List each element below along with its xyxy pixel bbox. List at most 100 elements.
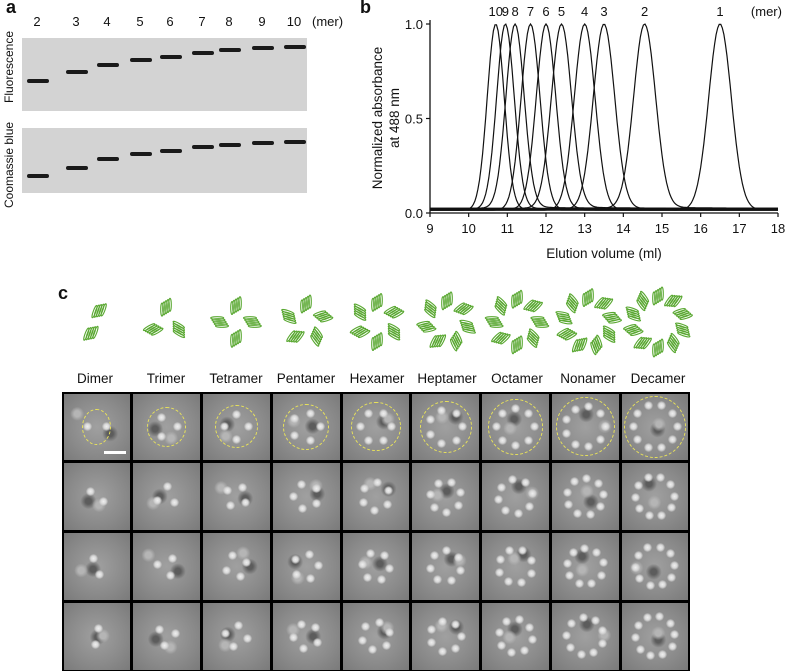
em-particle-subunit xyxy=(645,511,655,521)
em-particle-subunit xyxy=(580,543,590,553)
fluor-band-3 xyxy=(66,70,88,74)
em-particle-subunit xyxy=(507,648,517,658)
particle-outline-octamer xyxy=(487,399,544,455)
em-particle-subunit xyxy=(306,573,316,583)
em-image-grid xyxy=(62,392,690,671)
em-particle-subunit xyxy=(384,627,394,637)
particle-outline-nonamer xyxy=(555,397,615,457)
em-particle-subunit xyxy=(567,619,577,629)
em-particle-subunit xyxy=(370,506,380,516)
em-particle-subunit xyxy=(304,549,314,559)
em-particle-subunit xyxy=(517,577,527,587)
em-particle-subunit xyxy=(221,629,231,639)
oligomer-model-trimer xyxy=(142,297,186,339)
oligomer-model-tetramer xyxy=(210,296,262,348)
em-particle-subunit xyxy=(376,574,386,584)
y-tick-label-0.5: 0.5 xyxy=(405,112,423,127)
em-particle-subunit xyxy=(525,501,534,511)
em-particle-subunit xyxy=(657,580,667,590)
em-particle-subunit xyxy=(598,626,608,636)
em-particle-subunit xyxy=(566,642,576,652)
panel-b-letter: b xyxy=(360,0,371,17)
em-particle-subunit xyxy=(670,560,680,570)
em-image-octamer-row-3 xyxy=(482,533,549,600)
em-image-hexamer-row-2 xyxy=(342,463,410,530)
em-particle-subunit xyxy=(643,543,653,553)
lane-label-8: 8 xyxy=(225,14,233,29)
em-particle-subunit xyxy=(655,612,665,622)
fluor-band-6 xyxy=(160,55,182,59)
fluorescence-label: Fluorescence xyxy=(2,30,16,103)
peak-unit-label: (mer) xyxy=(751,4,782,19)
column-label-hexamer: Hexamer xyxy=(349,371,405,386)
coom-band-7 xyxy=(192,145,214,149)
em-particle-subunit xyxy=(514,615,524,625)
em-image-nonamer-row-2 xyxy=(551,463,619,530)
em-particle-subunit xyxy=(241,498,251,508)
em-particle-subunit xyxy=(667,641,677,651)
em-particle-subunit xyxy=(642,613,652,623)
em-particle-subunit xyxy=(427,624,437,634)
em-particle-subunit xyxy=(633,551,643,561)
em-particle-subunit xyxy=(496,640,506,650)
em-particle-subunit xyxy=(433,478,443,488)
em-particle-subunit xyxy=(297,480,307,490)
em-particle-subunit xyxy=(520,478,530,488)
curve-4-mer xyxy=(430,23,778,211)
em-image-nonamer-row-4 xyxy=(551,602,619,670)
particle-outline-tetramer xyxy=(215,405,258,449)
fluor-band-8 xyxy=(219,48,241,52)
em-particle-subunit xyxy=(222,485,232,495)
em-particle-subunit xyxy=(504,577,514,587)
em-particle-subunit xyxy=(456,631,466,641)
em-particle-subunit xyxy=(565,571,575,581)
curve-2-mer xyxy=(430,23,778,209)
em-particle-subunit xyxy=(234,620,244,630)
em-particle-subunit xyxy=(655,542,665,552)
em-particle-subunit xyxy=(229,642,239,652)
peak-label-4: 4 xyxy=(581,4,588,19)
em-particle-subunit xyxy=(504,546,514,556)
em-particle-subunit xyxy=(656,473,666,483)
peak-label-7: 7 xyxy=(527,4,534,19)
em-particle-subunit xyxy=(425,489,435,499)
x-tick-label-15: 15 xyxy=(655,221,669,236)
em-particle-subunit xyxy=(526,555,536,565)
coom-band-9 xyxy=(252,141,274,145)
em-particle-subunit xyxy=(573,508,583,518)
em-particle-subunit xyxy=(599,490,609,500)
fluor-band-5 xyxy=(130,58,152,62)
em-particle-subunit xyxy=(311,623,321,633)
curve-8-mer xyxy=(430,22,778,209)
em-particle-subunit xyxy=(634,504,644,514)
em-image-pentamer-row-1 xyxy=(272,393,340,461)
coomassie-label: Coomassie blue xyxy=(2,121,16,208)
column-label-octamer: Octamer xyxy=(491,371,543,386)
em-particle-subunit xyxy=(450,619,460,629)
em-particle-subunit xyxy=(357,559,367,569)
em-image-trimer-row-3 xyxy=(133,533,201,600)
em-particle-subunit xyxy=(366,548,376,558)
lane-unit-label: (mer) xyxy=(312,14,344,29)
em-particle-subunit xyxy=(165,570,175,580)
lane-label-9: 9 xyxy=(258,14,266,29)
em-particle-subunit xyxy=(665,618,675,628)
em-particle-subunit xyxy=(437,646,447,656)
fluor-band-2 xyxy=(27,79,49,83)
em-particle-subunit xyxy=(296,620,306,629)
em-particle-subunit xyxy=(564,500,574,510)
oligomer-model-pentamer xyxy=(281,294,334,347)
em-particle-subunit xyxy=(574,579,584,589)
em-particle-subunit xyxy=(85,487,95,497)
em-image-trimer-row-2 xyxy=(133,463,201,530)
em-particle-subunit xyxy=(598,558,608,568)
column-label-dimer: Dimer xyxy=(77,371,113,386)
em-particle-subunit xyxy=(635,644,645,654)
em-particle-subunit xyxy=(450,643,460,653)
em-particle-subunit xyxy=(242,557,252,567)
oligomer-model-nonamer xyxy=(555,288,623,356)
em-particle-subunit xyxy=(159,641,169,651)
x-axis-title: Elution volume (ml) xyxy=(546,246,662,261)
lane-label-2: 2 xyxy=(33,14,41,29)
em-particle-subunit xyxy=(291,569,301,579)
